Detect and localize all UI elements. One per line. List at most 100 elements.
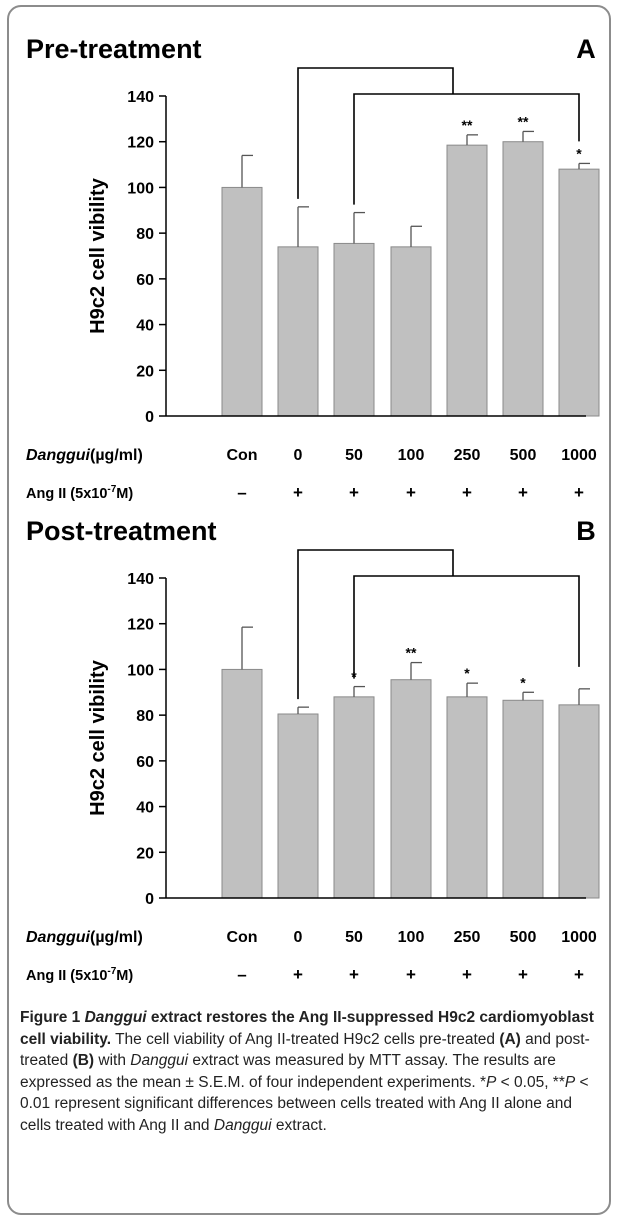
bar-50 — [333, 696, 375, 899]
x-category-50: 50 — [345, 929, 363, 946]
significance-500: * — [520, 674, 526, 690]
panel-title: Pre-treatment — [26, 34, 202, 64]
x-category-500: 500 — [510, 447, 537, 464]
ang-ii-sign-500: + — [518, 483, 528, 502]
bar-500 — [502, 141, 544, 417]
bar-100 — [390, 679, 432, 899]
ang-ii-sign-50: + — [349, 965, 359, 984]
significance-250: * — [464, 665, 470, 681]
bar-50 — [333, 242, 375, 417]
row-label-ang-ii: Ang II (5x10-7M) — [26, 966, 133, 984]
row-label-danggui-unit: (µg/ml) — [90, 447, 143, 464]
x-category-1000: 1000 — [561, 447, 597, 464]
x-category-1000: 1000 — [561, 929, 597, 946]
caption-run-6: extract was measured by MTT assay. The r… — [20, 1052, 556, 1091]
panel-letter: B — [576, 516, 596, 546]
x-category-100: 100 — [398, 447, 425, 464]
panel-letter: A — [576, 34, 596, 64]
x-category-Con: Con — [226, 447, 257, 464]
x-category-250: 250 — [454, 447, 481, 464]
bar-500 — [502, 699, 544, 899]
bar-Con — [221, 668, 263, 899]
caption-run-10: < 0.01 represent significant differences… — [20, 1073, 589, 1134]
caption-run-2: and post-treated — [20, 1030, 590, 1070]
x-category-50: 50 — [345, 447, 363, 464]
bar-1000 — [558, 704, 600, 899]
caption-run-4: with — [94, 1052, 131, 1069]
y-tick-label-20: 20 — [136, 845, 154, 862]
y-tick-label-80: 80 — [136, 226, 154, 243]
bar-250 — [446, 696, 488, 899]
caption-title-rest: extract restores the Ang II-suppressed H… — [20, 1009, 594, 1048]
y-tick-label-60: 60 — [136, 754, 154, 771]
y-tick-label-80: 80 — [136, 708, 154, 725]
row-label-ang-ii-main: Ang II (5x10 — [26, 968, 107, 984]
caption-run-11: Danggui — [213, 1116, 272, 1134]
caption-run-8: < 0.05, ** — [496, 1073, 565, 1091]
ang-ii-sign-0: + — [293, 965, 303, 984]
y-tick-label-100: 100 — [127, 662, 154, 679]
y-tick-label-40: 40 — [136, 800, 154, 817]
ang-ii-sign-Con: – — [237, 483, 246, 502]
caption-run-12: extract. — [271, 1116, 327, 1134]
row-label-ang-ii: Ang II (5x10-7M) — [26, 484, 133, 502]
bracket-inner — [353, 93, 580, 205]
bar-1000 — [558, 168, 600, 417]
y-tick-label-0: 0 — [145, 891, 154, 908]
caption-figure-label: Figure 1 — [20, 1009, 81, 1026]
y-tick-label-20: 20 — [136, 363, 154, 380]
panel-title: Post-treatment — [26, 516, 217, 546]
significance-500: ** — [518, 113, 529, 129]
row-label-danggui-unit: (µg/ml) — [90, 929, 143, 946]
bar-Con — [221, 186, 263, 417]
bar-100 — [390, 246, 432, 417]
bar-0 — [277, 713, 319, 899]
significance-1000: * — [576, 145, 582, 161]
ang-ii-sign-100: + — [406, 483, 416, 502]
caption-body: The cell viability of Ang II-treated H9c… — [20, 1031, 590, 1134]
ang-ii-sign-1000: + — [574, 965, 584, 984]
ang-ii-sign-250: + — [462, 483, 472, 502]
caption-title-italic: Danggui — [84, 1009, 147, 1026]
caption-run-7: P — [486, 1073, 497, 1091]
caption-run-1: (A) — [499, 1030, 521, 1048]
y-tick-label-60: 60 — [136, 272, 154, 289]
y-tick-label-100: 100 — [127, 180, 154, 197]
ang-ii-sign-0: + — [293, 483, 303, 502]
x-category-250: 250 — [454, 929, 481, 946]
ang-ii-sign-1000: + — [574, 483, 584, 502]
ang-ii-sign-50: + — [349, 483, 359, 502]
row-label-ang-ii-main: Ang II (5x10 — [26, 486, 107, 502]
bar-250 — [446, 144, 488, 417]
x-category-100: 100 — [398, 929, 425, 946]
caption-run-0: The cell viability of Ang II-treated H9c… — [111, 1030, 500, 1048]
ang-ii-sign-500: + — [518, 965, 528, 984]
row-label-ang-ii-tail: M) — [116, 486, 133, 502]
y-tick-label-140: 140 — [127, 571, 154, 588]
x-category-Con: Con — [226, 929, 257, 946]
row-label-ang-ii-exp: -7 — [107, 484, 116, 495]
row-label-ang-ii-tail: M) — [116, 968, 133, 984]
row-label-danggui: Danggui(µg/ml) — [26, 929, 143, 946]
row-label-danggui-name: Danggui — [26, 929, 91, 946]
caption-run-9: P — [564, 1073, 576, 1091]
bracket-outer — [297, 549, 454, 700]
bracket-inner — [353, 575, 580, 679]
y-tick-label-120: 120 — [127, 135, 154, 152]
row-label-danggui-name: Danggui — [26, 447, 91, 464]
ang-ii-sign-Con: – — [237, 965, 246, 984]
row-label-danggui: Danggui(µg/ml) — [26, 447, 143, 464]
y-axis-label: H9c2 cell vibility — [87, 659, 109, 816]
x-category-500: 500 — [510, 929, 537, 946]
y-tick-label-0: 0 — [145, 409, 154, 426]
significance-250: ** — [462, 117, 473, 133]
bar-0 — [277, 246, 319, 417]
bracket-outer — [297, 67, 454, 199]
significance-100: ** — [406, 645, 417, 661]
caption-run-3: (B) — [72, 1052, 95, 1069]
row-label-ang-ii-exp: -7 — [107, 966, 116, 977]
x-category-0: 0 — [294, 447, 303, 464]
